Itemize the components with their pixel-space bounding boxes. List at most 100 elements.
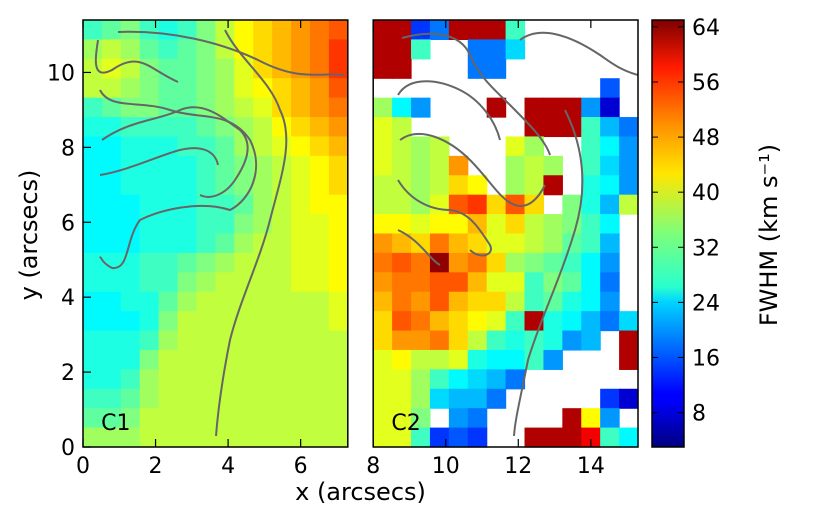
- heatmap-cell: [234, 330, 254, 351]
- heatmap-cell: [196, 136, 216, 157]
- heatmap-cell: [120, 311, 141, 332]
- heatmap-cell: [101, 175, 122, 196]
- heatmap-cell: [177, 408, 198, 429]
- heatmap-cell: [272, 291, 292, 312]
- heatmap-cell: [177, 78, 198, 99]
- heatmap-cell: [392, 291, 412, 312]
- heatmap-cell: [619, 194, 639, 215]
- heatmap-cell: [392, 155, 412, 176]
- heatmap-cell: [448, 233, 469, 254]
- heatmap-cell: [581, 214, 601, 235]
- heatmap-cell: [291, 291, 311, 312]
- heatmap-cell: [373, 20, 393, 41]
- heatmap-cell: [234, 349, 254, 370]
- heatmap-cell: [139, 97, 160, 118]
- heatmap-cell: [234, 78, 254, 99]
- heatmap-cell: [234, 39, 254, 60]
- heatmap-cell: [600, 175, 620, 196]
- heatmap-cell: [83, 330, 103, 351]
- heatmap-cell: [291, 58, 311, 79]
- heatmap-cell: [524, 175, 545, 196]
- heatmap-cell: [177, 311, 198, 332]
- heatmap-cell: [120, 78, 141, 99]
- heatmap-cell: [505, 233, 526, 254]
- heatmap-cell: [272, 78, 292, 99]
- heatmap-cell: [524, 233, 545, 254]
- x-tick-label: 12: [504, 454, 532, 479]
- heatmap-cell: [467, 20, 488, 41]
- heatmap-cell: [158, 272, 179, 293]
- heatmap-cell: [373, 427, 393, 448]
- heatmap-cell: [373, 408, 393, 429]
- heatmap-cell: [505, 291, 526, 312]
- heatmap-cell: [139, 58, 160, 79]
- heatmap-cell: [392, 252, 412, 273]
- contour-line: [399, 132, 546, 207]
- heatmap-cell: [309, 155, 330, 176]
- heatmap-cell: [619, 136, 639, 157]
- heatmap-cell: [328, 388, 349, 409]
- y-tick-label: 6: [61, 211, 75, 236]
- contour-line: [94, 39, 179, 83]
- heatmap-cell: [177, 214, 198, 235]
- heatmap-cell: [543, 427, 563, 448]
- heatmap-cell: [600, 214, 620, 235]
- heatmap-cell: [120, 330, 141, 351]
- heatmap-cell: [328, 252, 349, 273]
- heatmap-cell: [448, 388, 469, 409]
- heatmap-cell: [562, 233, 582, 254]
- heatmap-cell: [543, 252, 563, 273]
- x-tick-label: 2: [149, 454, 163, 479]
- heatmap-cell: [234, 214, 254, 235]
- heatmap-cell: [411, 155, 431, 176]
- heatmap-cell: [272, 427, 292, 448]
- heatmap-cell: [448, 408, 469, 429]
- heatmap-cell: [467, 369, 488, 390]
- heatmap-cell: [196, 233, 216, 254]
- x-tick-label: 8: [366, 454, 380, 479]
- heatmap-cell: [291, 175, 311, 196]
- heatmap-cell: [83, 194, 103, 215]
- heatmap-cell: [467, 233, 488, 254]
- heatmap-cell: [328, 233, 349, 254]
- heatmap-cell: [562, 427, 582, 448]
- heatmap-cell: [291, 349, 311, 370]
- heatmap-cell: [411, 20, 431, 41]
- heatmap-cell: [291, 233, 311, 254]
- heatmap-cell: [486, 388, 507, 409]
- heatmap-cell: [196, 39, 216, 60]
- heatmap-cell: [83, 272, 103, 293]
- heatmap-cell: [505, 311, 526, 332]
- heatmap-cell: [543, 97, 563, 118]
- heatmap-cell: [309, 175, 330, 196]
- heatmap-cell: [373, 291, 393, 312]
- panel-c1-label: C1: [101, 411, 130, 436]
- heatmap-cell: [101, 388, 122, 409]
- heatmap-cell: [581, 252, 601, 273]
- y-tick-label: 8: [61, 136, 75, 161]
- x-tick-label: 14: [577, 454, 605, 479]
- colorbar-ticks: 8 16 24 32 40 48 56 64: [652, 16, 720, 427]
- colorbar: 8 16 24 32 40 48 56 64 FWHM (km s⁻¹): [651, 16, 783, 448]
- heatmap-cell: [309, 194, 330, 215]
- heatmap-cell: [524, 97, 545, 118]
- heatmap-cell: [177, 349, 198, 370]
- heatmap-cell: [139, 194, 160, 215]
- heatmap-cell: [600, 78, 620, 99]
- heatmap-cell: [562, 291, 582, 312]
- heatmap-cell: [120, 97, 141, 118]
- heatmap-cell: [373, 349, 393, 370]
- heatmap-cell: [215, 155, 235, 176]
- y-axis-ticks: 0 2 4 6 8 10: [47, 61, 91, 461]
- x-axis-title: x (arcsecs): [295, 478, 426, 506]
- heatmap-cell: [309, 311, 330, 332]
- heatmap-cell: [309, 349, 330, 370]
- heatmap-cell: [328, 175, 349, 196]
- heatmap-cell: [253, 369, 273, 390]
- heatmap-cell: [139, 233, 160, 254]
- heatmap-cell: [291, 427, 311, 448]
- heatmap-cell: [581, 291, 601, 312]
- heatmap-cell: [392, 58, 412, 79]
- contour-line: [397, 80, 501, 141]
- heatmap-cell: [392, 97, 412, 118]
